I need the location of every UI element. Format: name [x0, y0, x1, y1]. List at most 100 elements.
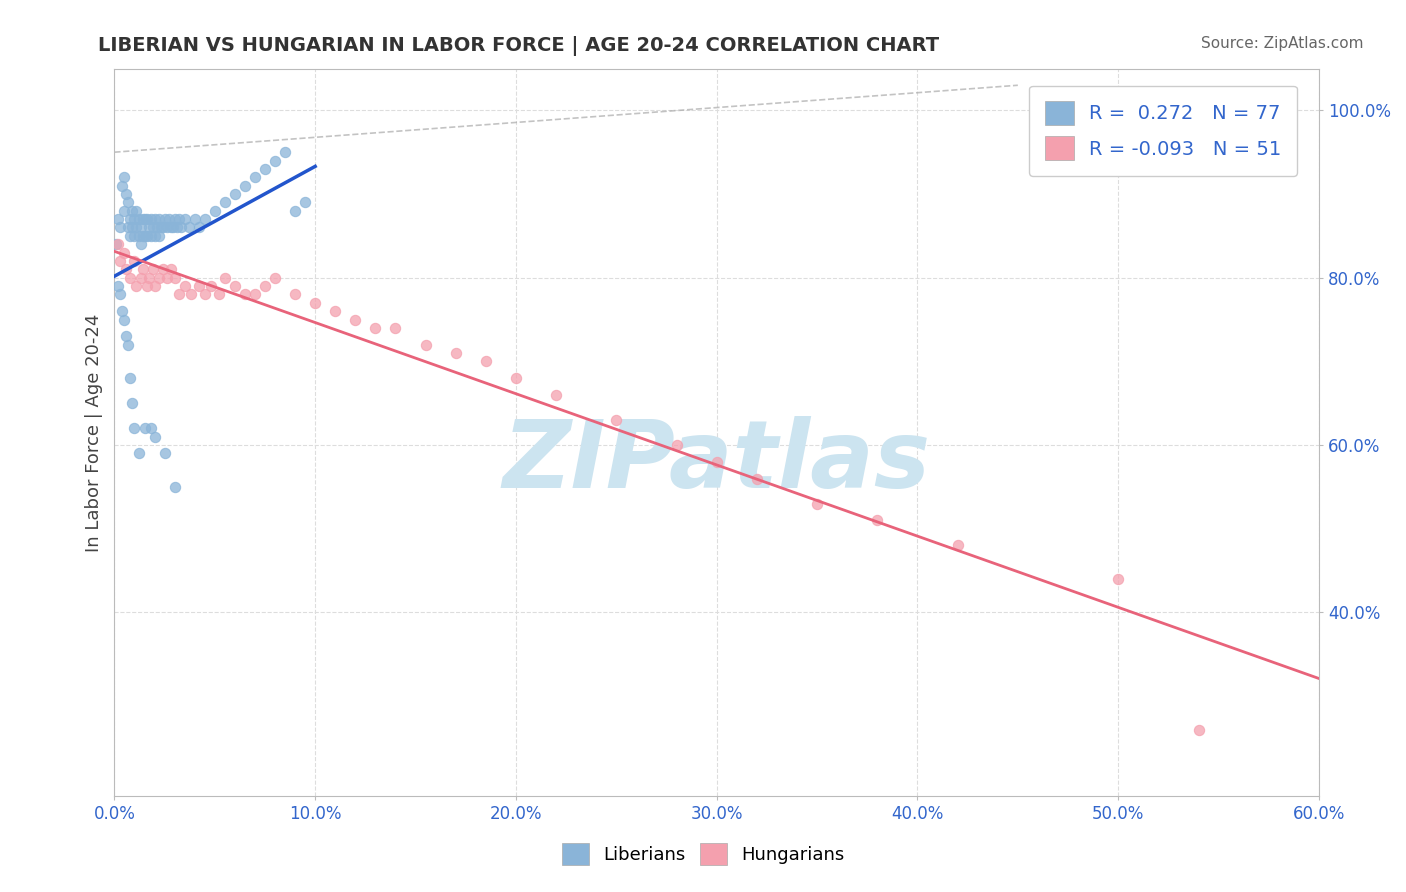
Point: [143, 279, 166, 293]
Point: [139, 421, 162, 435]
Point: [162, 220, 184, 235]
Point: [148, 212, 170, 227]
Point: [107, 212, 129, 227]
Point: [180, 287, 202, 301]
Point: [946, 538, 969, 552]
Point: [214, 195, 236, 210]
Point: [155, 220, 177, 235]
Point: [806, 497, 828, 511]
Point: [143, 212, 166, 227]
Point: [159, 262, 181, 277]
Point: [233, 287, 256, 301]
Text: Source: ZipAtlas.com: Source: ZipAtlas.com: [1201, 36, 1364, 51]
Point: [138, 220, 160, 235]
Point: [134, 228, 156, 243]
Point: [187, 279, 209, 293]
Point: [134, 421, 156, 435]
Point: [200, 279, 222, 293]
Point: [163, 480, 186, 494]
Point: [153, 212, 176, 227]
Point: [135, 279, 157, 293]
Point: [105, 237, 128, 252]
Point: [128, 446, 150, 460]
Point: [208, 287, 231, 301]
Point: [135, 212, 157, 227]
Point: [139, 212, 162, 227]
Point: [120, 371, 142, 385]
Point: [149, 220, 172, 235]
Point: [125, 203, 148, 218]
Point: [120, 228, 142, 243]
Point: [204, 203, 226, 218]
Point: [224, 187, 246, 202]
Point: [142, 262, 165, 277]
Text: LIBERIAN VS HUNGARIAN IN LABOR FORCE | AGE 20-24 CORRELATION CHART: LIBERIAN VS HUNGARIAN IN LABOR FORCE | A…: [98, 36, 939, 55]
Point: [475, 354, 498, 368]
Point: [159, 220, 181, 235]
Point: [294, 195, 316, 210]
Legend: Liberians, Hungarians: Liberians, Hungarians: [553, 834, 853, 874]
Point: [124, 212, 146, 227]
Point: [129, 237, 152, 252]
Point: [183, 212, 205, 227]
Legend: R =  0.272   N = 77, R = -0.093   N = 51: R = 0.272 N = 77, R = -0.093 N = 51: [1029, 86, 1298, 176]
Point: [111, 304, 134, 318]
Text: ZIPatlas: ZIPatlas: [502, 416, 931, 508]
Point: [114, 245, 136, 260]
Point: [139, 228, 162, 243]
Point: [134, 212, 156, 227]
Point: [131, 262, 153, 277]
Point: [143, 430, 166, 444]
Point: [177, 220, 200, 235]
Point: [1107, 572, 1129, 586]
Point: [274, 145, 297, 160]
Point: [866, 513, 889, 527]
Point: [233, 178, 256, 193]
Point: [155, 270, 177, 285]
Point: [284, 203, 307, 218]
Point: [214, 270, 236, 285]
Point: [253, 279, 276, 293]
Point: [1187, 723, 1209, 737]
Point: [117, 337, 139, 351]
Point: [163, 270, 186, 285]
Point: [114, 312, 136, 326]
Point: [131, 212, 153, 227]
Point: [546, 388, 568, 402]
Point: [124, 421, 146, 435]
Point: [124, 254, 146, 268]
Point: [253, 161, 276, 176]
Point: [138, 270, 160, 285]
Point: [157, 212, 180, 227]
Point: [304, 295, 326, 310]
Point: [605, 413, 627, 427]
Point: [120, 212, 142, 227]
Point: [152, 220, 174, 235]
Point: [706, 455, 728, 469]
Point: [110, 287, 132, 301]
Point: [128, 228, 150, 243]
Point: [169, 220, 191, 235]
Point: [194, 212, 217, 227]
Point: [125, 279, 148, 293]
Point: [173, 212, 195, 227]
Point: [187, 220, 209, 235]
Point: [264, 270, 287, 285]
Point: [121, 203, 143, 218]
Point: [444, 346, 467, 360]
Point: [135, 228, 157, 243]
Point: [167, 287, 190, 301]
Point: [143, 228, 166, 243]
Point: [224, 279, 246, 293]
Point: [166, 220, 188, 235]
Point: [115, 262, 138, 277]
Point: [110, 220, 132, 235]
Point: [284, 287, 307, 301]
Point: [148, 228, 170, 243]
Point: [148, 270, 170, 285]
Point: [163, 212, 186, 227]
Point: [344, 312, 367, 326]
Point: [243, 287, 266, 301]
Point: [125, 220, 148, 235]
Point: [384, 321, 406, 335]
